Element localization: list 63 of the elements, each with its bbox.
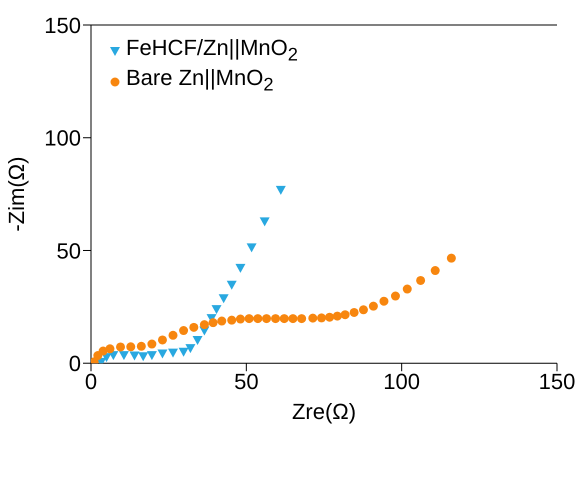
x-tick-label: 0	[84, 368, 98, 394]
point	[317, 313, 326, 322]
point	[235, 264, 246, 273]
point	[246, 243, 257, 252]
point	[325, 312, 334, 322]
point	[227, 316, 236, 325]
point	[192, 336, 203, 345]
point	[379, 296, 388, 306]
point	[276, 186, 286, 195]
point	[271, 314, 280, 324]
point	[208, 318, 218, 328]
point	[350, 308, 359, 317]
point	[129, 352, 140, 361]
point	[158, 335, 167, 344]
point	[126, 342, 136, 352]
legend-label: Bare Zn||MnO$_{2}$	[126, 65, 274, 97]
point	[368, 302, 378, 311]
point	[179, 326, 188, 336]
point	[288, 314, 298, 324]
point	[147, 340, 156, 349]
point	[146, 351, 157, 360]
point	[297, 314, 306, 324]
y-tick-label: 0	[68, 351, 81, 376]
y-tick-label: 100	[44, 126, 81, 151]
point	[217, 316, 226, 326]
point	[308, 314, 318, 323]
point	[262, 314, 272, 324]
point	[178, 348, 189, 357]
point	[168, 348, 178, 358]
point	[340, 310, 350, 320]
point	[402, 284, 412, 294]
point	[105, 344, 114, 354]
x-tick-label: 150	[538, 368, 576, 394]
point	[116, 342, 126, 352]
point	[430, 266, 440, 276]
y-axis-title: -Zim(Ω)	[4, 156, 29, 232]
point	[416, 276, 426, 285]
point	[332, 312, 342, 321]
y-tick-label: 150	[44, 12, 81, 38]
point	[136, 342, 146, 351]
point	[212, 305, 222, 314]
point	[189, 322, 198, 332]
point	[157, 350, 168, 359]
x-tick-label: 100	[383, 368, 420, 394]
point	[260, 217, 270, 226]
point	[138, 352, 148, 362]
point	[185, 344, 196, 354]
point	[253, 314, 262, 324]
point	[226, 280, 237, 290]
x-axis-title: Zre(Ω)	[292, 399, 356, 424]
point	[118, 351, 129, 360]
x-tick-label: 50	[234, 368, 259, 394]
point	[200, 320, 209, 330]
point	[390, 292, 400, 301]
point	[218, 294, 229, 304]
point	[280, 314, 289, 324]
point	[446, 254, 456, 263]
point	[236, 314, 245, 324]
y-tick-label: 50	[56, 238, 81, 264]
point	[244, 314, 254, 324]
point	[358, 305, 368, 314]
point	[168, 330, 178, 340]
legend-label: FeHCF/Zn||MnO$_{2}$	[126, 35, 298, 66]
